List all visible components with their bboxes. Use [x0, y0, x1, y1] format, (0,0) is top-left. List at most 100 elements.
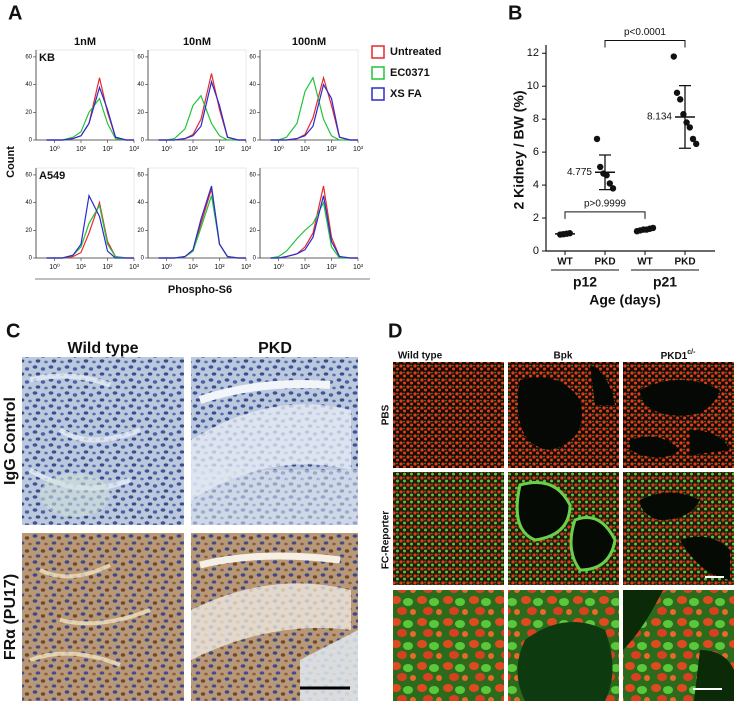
data-point [686, 124, 693, 131]
data-point [689, 135, 697, 143]
y-tick-label: 6 [533, 146, 539, 158]
histogram-line [46, 203, 134, 259]
x-tick-label: 10¹ [76, 146, 87, 153]
row-label: IgG Control [2, 397, 19, 485]
x-tick-label: PKD [674, 257, 695, 268]
row-label: FC-Reporter [381, 511, 392, 569]
x-tick-label: 10² [214, 264, 225, 271]
y-tick-label: 4 [533, 179, 539, 191]
fluorescence-images [393, 362, 734, 701]
y-tick-label: 60 [25, 55, 32, 61]
x-tick-label: 10² [326, 146, 337, 153]
data-point [606, 180, 613, 187]
y-tick-label: 0 [253, 138, 257, 144]
data-point [673, 89, 681, 96]
row-label: A549 [39, 170, 65, 182]
error-bar [599, 154, 611, 191]
histogram-line [46, 200, 134, 259]
y-tick-label: 0 [253, 256, 257, 262]
y-tick-label: 40 [249, 200, 256, 206]
x-tick-label: 10¹ [300, 264, 311, 271]
y-axis-label: 2 Kidney / BW (%) [511, 90, 527, 209]
panel-label: B [508, 2, 522, 24]
column-header-text: PKD1 [661, 351, 688, 362]
column-header: PKD1c/- [661, 349, 697, 362]
y-tick-label: 12 [527, 47, 539, 59]
y-tick-label: 0 [141, 256, 145, 262]
histogram-line [158, 73, 246, 141]
y-tick-label: 8 [533, 113, 539, 125]
x-tick-label: 10² [102, 146, 113, 153]
y-tick-label: 20 [137, 228, 144, 234]
y-tick-label: 20 [137, 110, 144, 116]
y-tick-label: 60 [137, 173, 144, 179]
chart-title: 1nM [74, 36, 96, 48]
histogram-line [158, 195, 246, 259]
column-header: Wild type [398, 351, 443, 362]
x-tick-label: 10³ [353, 264, 364, 271]
y-tick-label: 40 [249, 82, 256, 88]
column-header: Wild type [68, 340, 139, 357]
legend-swatch [371, 87, 385, 101]
data-point [597, 163, 604, 171]
x-tick-label: 10² [214, 146, 225, 153]
x-tick-label: WT [557, 257, 573, 268]
data-point [593, 135, 601, 143]
y-tick-label: 20 [25, 228, 32, 234]
data-point [670, 53, 677, 60]
x-tick-label: 10³ [129, 146, 140, 153]
data-point [677, 96, 684, 103]
error-bar [559, 232, 571, 236]
group-label: p12 [573, 274, 597, 290]
legend-label: Untreated [390, 46, 441, 58]
histogram-line [270, 200, 358, 259]
y-tick-label: 60 [25, 173, 32, 179]
group-label: p21 [653, 274, 677, 290]
histogram-line [158, 79, 246, 141]
histogram-line [270, 195, 358, 259]
y-tick-label: 40 [25, 200, 32, 206]
y-tick-label: 20 [249, 110, 256, 116]
x-tick-label: 10⁰ [49, 145, 60, 153]
x-tick-label: PKD [594, 257, 615, 268]
x-tick-label: 10⁰ [49, 263, 60, 271]
x-tick-label: 10⁰ [161, 145, 172, 153]
histogram-line [270, 75, 358, 141]
x-tick-label: 10¹ [188, 146, 199, 153]
legend-label: XS FA [390, 88, 422, 100]
y-axis-label: Count [5, 146, 17, 178]
fluorescence-image [393, 362, 504, 468]
panel-label: C [6, 320, 20, 342]
chart-title: 10nM [183, 36, 211, 48]
legend-swatch [371, 66, 385, 80]
histogram-line [270, 83, 358, 141]
x-axis-label: Phospho-S6 [168, 284, 232, 296]
y-tick-label: 20 [25, 110, 32, 116]
x-tick-label: 10¹ [76, 264, 87, 271]
comparison-bracket [604, 40, 686, 48]
x-axis-label: Age (days) [589, 292, 661, 308]
error-bar [679, 84, 691, 149]
y-tick-label: 0 [29, 256, 33, 262]
x-tick-label: 10³ [129, 264, 140, 271]
y-tick-label: 40 [137, 200, 144, 206]
error-bar [639, 227, 651, 232]
x-tick-label: 10⁰ [161, 263, 172, 271]
y-tick-label: 20 [249, 228, 256, 234]
histogram-line [270, 76, 358, 141]
x-tick-label: 10³ [241, 146, 252, 153]
chart-title: 100nM [292, 36, 326, 48]
data-point [693, 140, 700, 148]
comparison-label: p<0.0001 [624, 27, 666, 38]
histogram-line [46, 77, 134, 141]
panel-label: A [8, 2, 22, 24]
ihc-images [22, 357, 358, 701]
plot-frame [147, 167, 247, 259]
panel-label: D [388, 320, 402, 342]
y-tick-label: 60 [137, 55, 144, 61]
y-tick-label: 2 [533, 212, 539, 224]
mean-label: 4.775 [567, 167, 592, 178]
x-tick-label: 10² [102, 264, 113, 271]
row-label: PBS [381, 404, 392, 425]
